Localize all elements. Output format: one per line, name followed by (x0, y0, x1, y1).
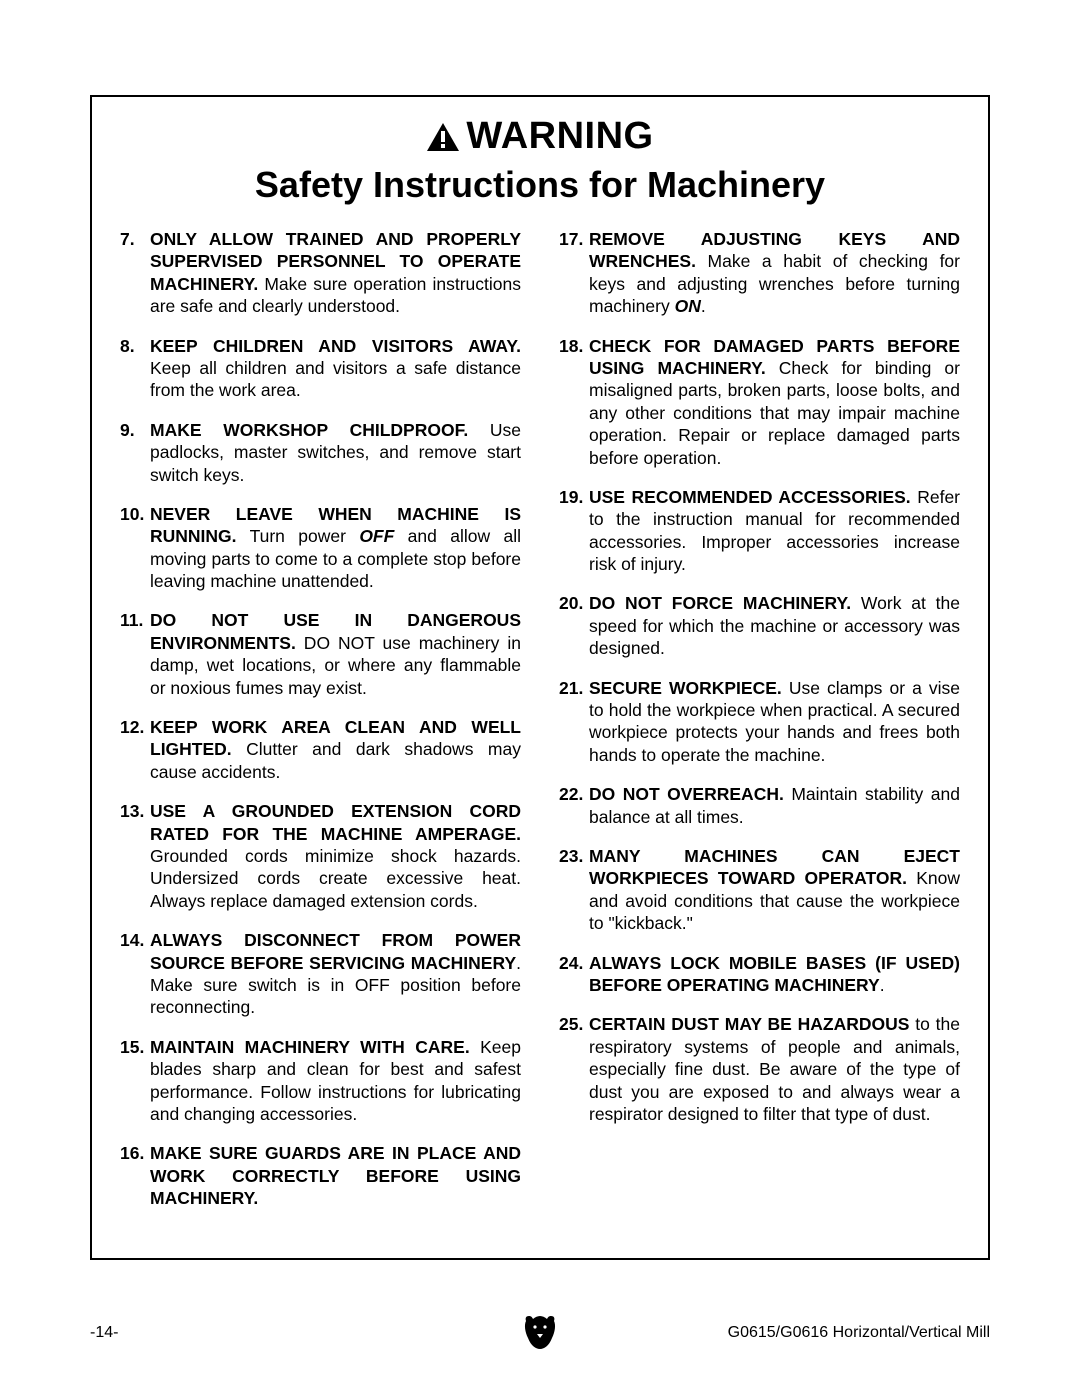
item-number: 19. (559, 486, 589, 576)
item-emphasis: OFF (359, 526, 394, 546)
item-body: KEEP CHILDREN AND VISITORS AWAY. Keep al… (150, 335, 521, 402)
item-text: Grounded cords minimize shock hazards. U… (150, 846, 521, 911)
warning-box: WARNING Safety Instructions for Machiner… (90, 95, 990, 1260)
subtitle: Safety Instructions for Machinery (120, 164, 960, 206)
item-number: 14. (120, 929, 150, 1019)
item-number: 9. (120, 419, 150, 486)
item-number: 20. (559, 592, 589, 659)
instruction-item: 21.SECURE WORKPIECE. Use clamps or a vis… (559, 677, 960, 767)
item-bold-lead: USE A GROUNDED EXTENSION CORD RATED FOR … (150, 801, 521, 843)
item-text: . (701, 296, 706, 316)
footer-logo (523, 1312, 557, 1355)
item-body: ALWAYS LOCK MOBILE BASES (IF USED) BEFOR… (589, 952, 960, 997)
item-bold-lead: ALWAYS LOCK MOBILE BASES (IF USED) BEFOR… (589, 953, 960, 995)
columns: 7.ONLY ALLOW TRAINED AND PROPERLY SUPERV… (120, 228, 960, 1226)
item-number: 22. (559, 783, 589, 828)
item-number: 17. (559, 228, 589, 318)
page-footer: -14- G0615/G0616 Horizontal/Vertical Mil… (90, 1324, 990, 1342)
item-number: 15. (120, 1036, 150, 1126)
item-number: 8. (120, 335, 150, 402)
item-number: 13. (120, 800, 150, 912)
item-number: 11. (120, 609, 150, 699)
item-body: MAINTAIN MACHINERY WITH CARE. Keep blade… (150, 1036, 521, 1126)
item-body: REMOVE ADJUSTING KEYS AND WRENCHES. Make… (589, 228, 960, 318)
item-body: SECURE WORKPIECE. Use clamps or a vise t… (589, 677, 960, 767)
instruction-item: 20.DO NOT FORCE MACHINERY. Work at the s… (559, 592, 960, 659)
item-bold-lead: MAKE WORKSHOP CHILDPROOF. (150, 420, 468, 440)
item-number: 18. (559, 335, 589, 469)
instruction-item: 15.MAINTAIN MACHINERY WITH CARE. Keep bl… (120, 1036, 521, 1126)
instruction-item: 11.DO NOT USE IN DANGEROUS ENVIRONMENTS.… (120, 609, 521, 699)
instruction-item: 14.ALWAYS DISCONNECT FROM POWER SOURCE B… (120, 929, 521, 1019)
item-bold-lead: DO NOT OVERREACH. (589, 784, 784, 804)
item-body: ALWAYS DISCONNECT FROM POWER SOURCE BEFO… (150, 929, 521, 1019)
item-body: DO NOT OVERREACH. Maintain stability and… (589, 783, 960, 828)
instruction-item: 19.USE RECOMMENDED ACCESSORIES. Refer to… (559, 486, 960, 576)
item-bold-lead: CERTAIN DUST MAY BE HAZARDOUS (589, 1014, 909, 1034)
item-body: NEVER LEAVE WHEN MACHINE IS RUNNING. Tur… (150, 503, 521, 593)
instruction-item: 17.REMOVE ADJUSTING KEYS AND WRENCHES. M… (559, 228, 960, 318)
instruction-item: 7.ONLY ALLOW TRAINED AND PROPERLY SUPERV… (120, 228, 521, 318)
item-body: USE A GROUNDED EXTENSION CORD RATED FOR … (150, 800, 521, 912)
item-body: DO NOT USE IN DANGEROUS ENVIRONMENTS. DO… (150, 609, 521, 699)
instruction-item: 24.ALWAYS LOCK MOBILE BASES (IF USED) BE… (559, 952, 960, 997)
instruction-item: 8.KEEP CHILDREN AND VISITORS AWAY. Keep … (120, 335, 521, 402)
item-body: MAKE SURE GUARDS ARE IN PLACE AND WORK C… (150, 1142, 521, 1209)
item-bold-lead: MANY MACHINES CAN EJECT WORKPIECES TOWAR… (589, 846, 960, 888)
warning-header: WARNING (120, 115, 960, 158)
item-number: 12. (120, 716, 150, 783)
item-body: KEEP WORK AREA CLEAN AND WELL LIGHTED. C… (150, 716, 521, 783)
item-bold-lead: SECURE WORKPIECE. (589, 678, 782, 698)
item-bold-lead: KEEP CHILDREN AND VISITORS AWAY. (150, 336, 521, 356)
item-number: 24. (559, 952, 589, 997)
item-bold-lead: ALWAYS DISCONNECT FROM POWER SOURCE BEFO… (150, 930, 521, 972)
doc-title: G0615/G0616 Horizontal/Vertical Mill (728, 1324, 990, 1342)
item-number: 16. (120, 1142, 150, 1209)
item-body: MANY MACHINES CAN EJECT WORKPIECES TOWAR… (589, 845, 960, 935)
right-column: 17.REMOVE ADJUSTING KEYS AND WRENCHES. M… (559, 228, 960, 1226)
warning-triangle-icon (426, 122, 460, 152)
left-column: 7.ONLY ALLOW TRAINED AND PROPERLY SUPERV… (120, 228, 521, 1226)
item-number: 21. (559, 677, 589, 767)
item-number: 23. (559, 845, 589, 935)
item-text: . (880, 975, 885, 995)
instruction-item: 12.KEEP WORK AREA CLEAN AND WELL LIGHTED… (120, 716, 521, 783)
item-body: USE RECOMMENDED ACCESSORIES. Refer to th… (589, 486, 960, 576)
item-body: CERTAIN DUST MAY BE HAZARDOUS to the res… (589, 1013, 960, 1125)
item-bold-lead: USE RECOMMENDED ACCESSORIES. (589, 487, 911, 507)
item-body: CHECK FOR DAMAGED PARTS BEFORE USING MAC… (589, 335, 960, 469)
instruction-item: 9.MAKE WORKSHOP CHILDPROOF. Use padlocks… (120, 419, 521, 486)
manual-page: WARNING Safety Instructions for Machiner… (0, 0, 1080, 1320)
item-bold-lead: DO NOT FORCE MACHINERY. (589, 593, 851, 613)
item-number: 10. (120, 503, 150, 593)
item-text: Keep all children and visitors a safe di… (150, 358, 521, 400)
instruction-item: 16.MAKE SURE GUARDS ARE IN PLACE AND WOR… (120, 1142, 521, 1209)
item-emphasis: ON (675, 296, 701, 316)
instruction-item: 25.CERTAIN DUST MAY BE HAZARDOUS to the … (559, 1013, 960, 1125)
instruction-item: 18.CHECK FOR DAMAGED PARTS BEFORE USING … (559, 335, 960, 469)
item-body: ONLY ALLOW TRAINED AND PROPERLY SUPERVIS… (150, 228, 521, 318)
item-text: Turn power (237, 526, 360, 546)
instruction-item: 13.USE A GROUNDED EXTENSION CORD RATED F… (120, 800, 521, 912)
instruction-item: 23.MANY MACHINES CAN EJECT WORKPIECES TO… (559, 845, 960, 935)
instruction-item: 22.DO NOT OVERREACH. Maintain stability … (559, 783, 960, 828)
item-number: 7. (120, 228, 150, 318)
instruction-item: 10.NEVER LEAVE WHEN MACHINE IS RUNNING. … (120, 503, 521, 593)
warning-word: WARNING (466, 115, 653, 158)
item-bold-lead: MAINTAIN MACHINERY WITH CARE. (150, 1037, 470, 1057)
page-number: -14- (90, 1324, 118, 1342)
item-body: MAKE WORKSHOP CHILDPROOF. Use padlocks, … (150, 419, 521, 486)
item-number: 25. (559, 1013, 589, 1125)
bear-icon (523, 1312, 557, 1350)
item-bold-lead: MAKE SURE GUARDS ARE IN PLACE AND WORK C… (150, 1143, 521, 1208)
item-body: DO NOT FORCE MACHINERY. Work at the spee… (589, 592, 960, 659)
